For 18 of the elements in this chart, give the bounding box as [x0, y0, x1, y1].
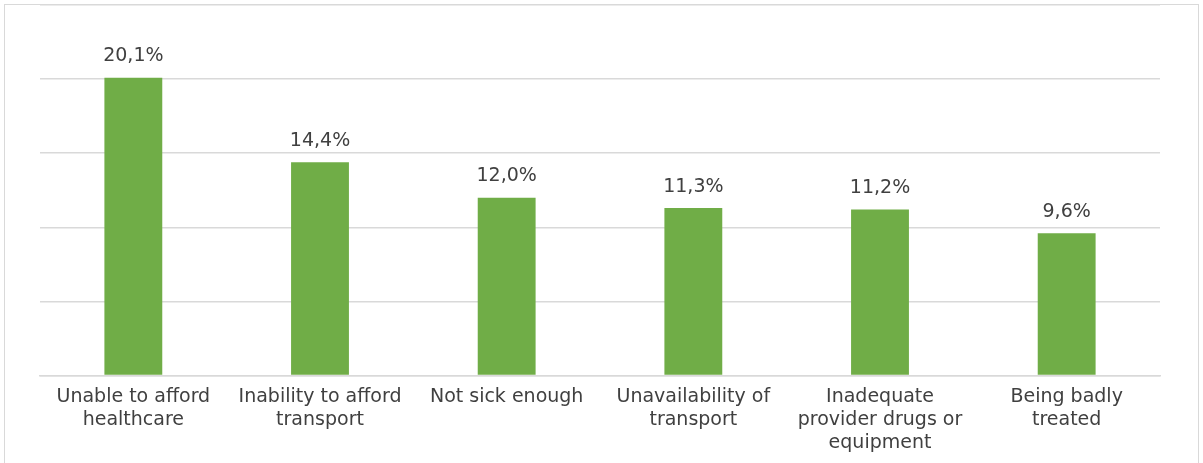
- x-tick-label: Being badly treated: [1010, 383, 1123, 429]
- x-tick-label: Inadequate provider drugs or equipment: [797, 383, 963, 452]
- bar: [291, 162, 349, 375]
- data-label: 20,1%: [103, 43, 164, 66]
- bar: [851, 209, 909, 375]
- bar: [477, 197, 536, 375]
- x-tick-label: Unable to afford healthcare: [56, 383, 211, 429]
- x-tick-label: Inability to afford transport: [238, 383, 402, 429]
- x-tick-label: Not sick enough: [429, 383, 584, 406]
- data-label: 9,6%: [1042, 198, 1091, 221]
- bar: [664, 208, 723, 375]
- bar: [1037, 233, 1096, 375]
- data-label: 11,2%: [849, 175, 911, 198]
- data-label: 14,4%: [289, 127, 351, 150]
- data-label: 11,3%: [663, 173, 724, 196]
- data-label: 12,0%: [476, 163, 537, 186]
- x-tick-label: Unavailability of transport: [616, 383, 772, 429]
- bar: [104, 77, 163, 375]
